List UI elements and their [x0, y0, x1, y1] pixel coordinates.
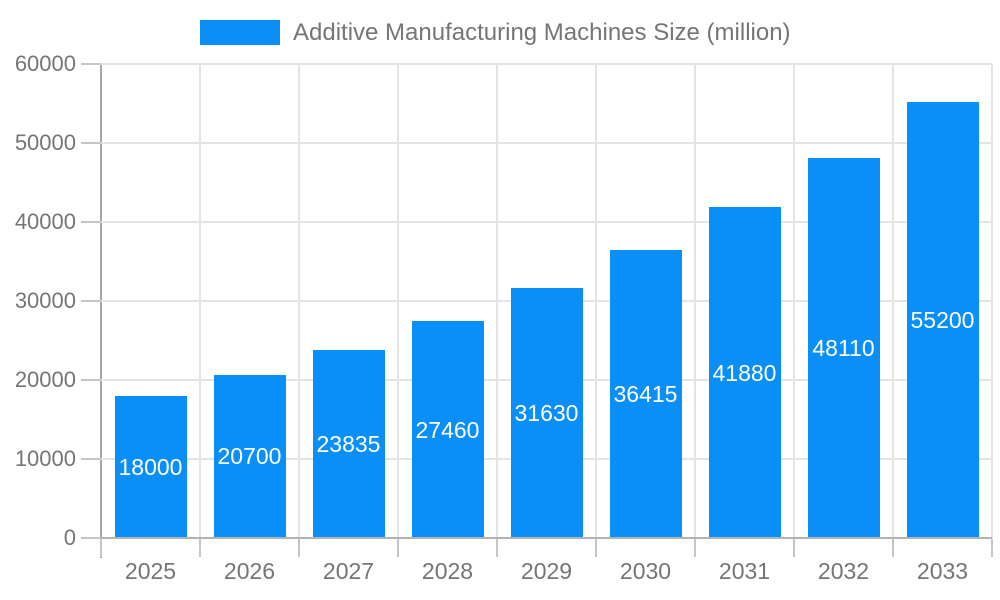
x-tick-label: 2026: [223, 558, 276, 584]
bar[interactable]: 20700: [213, 374, 286, 538]
v-gridline: [298, 64, 300, 538]
bar-value-label: 41880: [712, 359, 777, 386]
v-gridline: [496, 64, 498, 538]
x-axis-tick: [397, 539, 399, 557]
x-axis-tick: [100, 539, 102, 557]
legend-swatch: [200, 20, 280, 45]
bar[interactable]: 36415: [609, 250, 682, 538]
x-tick-label: 2031: [718, 558, 771, 584]
bar[interactable]: 18000: [114, 395, 187, 538]
x-tick-label: 2028: [421, 558, 474, 584]
bar[interactable]: 27460: [411, 321, 484, 538]
bar[interactable]: 48110: [807, 157, 880, 538]
bar-value-label: 36415: [613, 381, 678, 408]
y-tick-label: 60000: [14, 51, 76, 76]
x-axis-tick: [892, 539, 894, 557]
bar-value-label: 55200: [910, 306, 975, 333]
x-tick-label: 2033: [916, 558, 969, 584]
h-gridline: [101, 142, 992, 144]
x-axis-line: [101, 537, 992, 539]
y-tick-label: 0: [63, 525, 76, 550]
x-axis-tick: [793, 539, 795, 557]
bar-value-label: 31630: [514, 400, 579, 427]
bar[interactable]: 55200: [906, 101, 979, 538]
x-tick-label: 2025: [124, 558, 177, 584]
v-gridline: [199, 64, 201, 538]
y-tick-label: 10000: [14, 446, 76, 471]
x-tick-label: 2032: [817, 558, 870, 584]
v-gridline: [694, 64, 696, 538]
bar-value-label: 23835: [316, 430, 381, 457]
y-axis-tick: [81, 221, 101, 223]
x-axis-tick: [199, 539, 201, 557]
v-gridline: [991, 64, 993, 538]
v-gridline: [595, 64, 597, 538]
y-tick-label: 20000: [14, 367, 76, 392]
x-axis-tick: [595, 539, 597, 557]
v-gridline: [892, 64, 894, 538]
y-axis-line: [100, 64, 102, 558]
y-axis-tick: [81, 537, 101, 539]
y-axis-tick: [81, 63, 101, 65]
bar[interactable]: 23835: [312, 349, 385, 538]
y-tick-label: 50000: [14, 130, 76, 155]
v-gridline: [793, 64, 795, 538]
bar[interactable]: 31630: [510, 288, 583, 538]
bar-value-label: 18000: [118, 453, 183, 480]
bar-value-label: 27460: [415, 416, 480, 443]
bar-value-label: 20700: [217, 443, 282, 470]
bar[interactable]: 41880: [708, 207, 781, 538]
x-tick-label: 2030: [619, 558, 672, 584]
y-tick-label: 30000: [14, 288, 76, 313]
x-tick-label: 2029: [520, 558, 573, 584]
x-axis-tick: [298, 539, 300, 557]
x-axis-tick: [991, 539, 993, 557]
y-axis-tick: [81, 300, 101, 302]
h-gridline: [101, 221, 992, 223]
v-gridline: [397, 64, 399, 538]
x-axis-tick: [496, 539, 498, 557]
y-tick-label: 40000: [14, 209, 76, 234]
plot-area: 18000 20700 23835 27460 31630 36415 41880 48110…: [101, 63, 993, 538]
y-axis-tick: [81, 458, 101, 460]
h-gridline: [101, 63, 992, 65]
legend-label: Additive Manufacturing Machines Size (mi…: [293, 18, 791, 46]
bar-value-label: 48110: [812, 334, 875, 361]
legend-item[interactable]: Additive Manufacturing Machines Size (mi…: [200, 18, 791, 46]
y-axis-tick: [81, 379, 101, 381]
x-tick-label: 2027: [322, 558, 375, 584]
x-axis-tick: [694, 539, 696, 557]
y-axis-tick: [81, 142, 101, 144]
